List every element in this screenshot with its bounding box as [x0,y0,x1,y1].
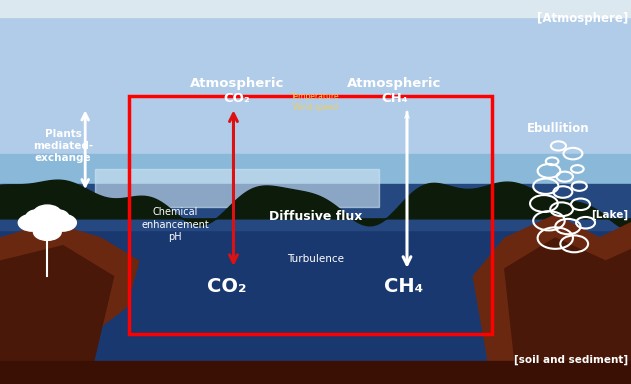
Polygon shape [505,238,631,384]
Text: Chemical
enhancement
pH: Chemical enhancement pH [141,207,209,242]
Text: [Atmosphere]: [Atmosphere] [536,12,628,25]
Text: Atmospheric
CO₂: Atmospheric CO₂ [189,77,284,105]
Circle shape [26,210,50,224]
Bar [95,169,379,207]
Text: Temperature
Wind speed: Temperature Wind speed [291,92,340,112]
Text: Turbulence: Turbulence [287,254,344,264]
Bar [0,0,631,17]
Text: Atmospheric
CH₄: Atmospheric CH₄ [347,77,442,105]
Bar [0,154,631,261]
Polygon shape [473,215,631,384]
Circle shape [32,213,63,232]
Text: CH₄: CH₄ [384,276,423,296]
Bar [0,361,631,384]
Text: [Lake]: [Lake] [591,210,628,220]
Text: CO₂: CO₂ [208,276,247,296]
Polygon shape [0,180,631,232]
Bar [0,184,631,230]
Bar [129,96,492,334]
Circle shape [49,214,76,231]
Text: [soil and sediment]: [soil and sediment] [514,354,628,365]
Bar [0,192,631,384]
Bar [0,0,631,223]
Polygon shape [0,223,139,384]
Text: Diffusive flux: Diffusive flux [269,210,362,223]
Circle shape [45,210,69,224]
Text: Ebullition: Ebullition [527,122,590,135]
Text: Plants
mediated-
exchange: Plants mediated- exchange [33,129,93,163]
Circle shape [33,205,61,222]
Circle shape [18,214,46,231]
Circle shape [33,223,61,240]
Polygon shape [0,246,114,384]
